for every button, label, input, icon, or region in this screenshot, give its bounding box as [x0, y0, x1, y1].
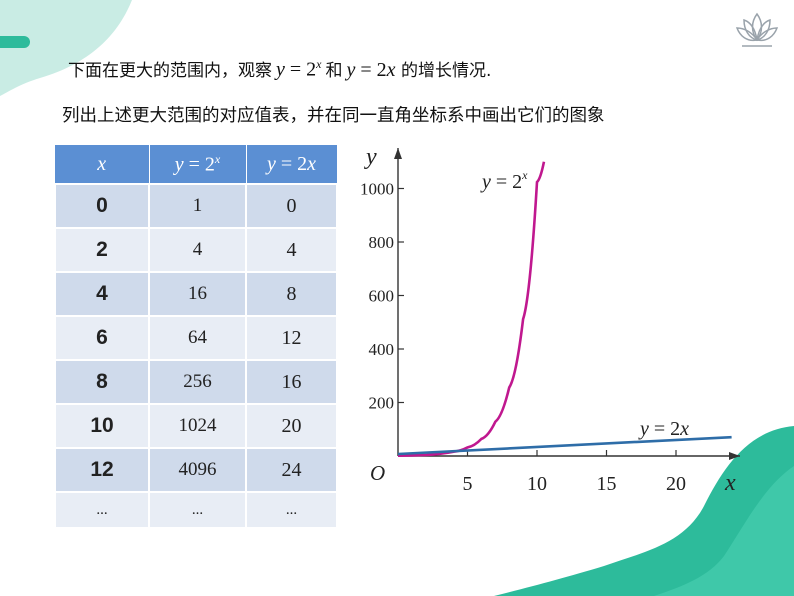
cell-x: 8 [54, 359, 150, 405]
formula-linear: y = 2x [347, 59, 396, 82]
accent-bar [0, 36, 30, 48]
formula-exp: x [316, 57, 322, 72]
x-axis-arrow-icon [729, 452, 740, 460]
formula-eq: = [355, 59, 377, 81]
series-label-linear: y = 2x [638, 418, 689, 440]
instruction-text: 列出上述更大范围的对应值表，并在同一直角坐标系中画出它们的图象 [62, 106, 605, 126]
cell-exponential: 64 [148, 315, 247, 361]
table-row: 8 256 16 [54, 359, 338, 405]
cell-linear: 16 [245, 359, 338, 405]
table-row: 6 64 12 [54, 315, 338, 361]
cell-x: 6 [54, 315, 150, 361]
header-x: x [55, 145, 150, 184]
table-row: 4 16 8 [54, 271, 338, 317]
intro-sentence: 下面在更大的范围内，观察 y = 2x 和 y = 2x 的增长情况. [68, 56, 491, 82]
x-tick-label: 5 [463, 473, 473, 495]
series-label-exponential: y = 2x [480, 168, 528, 193]
y-tick-label: 400 [369, 340, 395, 359]
header-exponential: y = 2x [149, 145, 247, 184]
cell-x: 12 [54, 447, 150, 493]
y-tick-label: 600 [369, 287, 395, 306]
origin-label: O [370, 461, 385, 485]
y-axis-label: y [364, 144, 377, 170]
cell-x: 4 [54, 271, 150, 317]
x-tick-label: 20 [666, 473, 686, 495]
cell-linear: 24 [245, 447, 338, 493]
table-row: 10 1024 20 [54, 403, 338, 449]
y-tick-label: 1000 [360, 180, 394, 199]
y-tick-label: 200 [369, 394, 395, 413]
cell-x: 2 [54, 227, 150, 273]
cell-linear: 20 [245, 403, 338, 449]
cell-linear: 12 [245, 315, 338, 361]
cell-exponential: ... [148, 491, 247, 529]
corner-decoration-bottom [494, 426, 794, 596]
x-tick-label: 15 [597, 473, 617, 495]
cell-exponential: 1024 [148, 403, 247, 449]
table-row: 12 4096 24 [54, 447, 338, 493]
cell-exponential: 256 [148, 359, 247, 405]
y-axis-arrow-icon [394, 148, 402, 159]
cell-exponential: 4096 [148, 447, 247, 493]
growth-chart: y x O 5 10 15 20 200 400 600 800 1000 y = 2x y = 2x [360, 144, 740, 496]
formula-rhs: 2 [376, 59, 387, 81]
series-line-exponential [397, 161, 546, 458]
table-row: ......... [54, 491, 338, 529]
formula-exponential: y = 2x [276, 57, 322, 82]
intro-prefix: 下面在更大的范围内，观察 [68, 61, 272, 81]
cell-linear: 8 [245, 271, 338, 317]
cell-linear: 4 [245, 227, 338, 273]
table-header-row: x y = 2x y = 2x [55, 145, 338, 184]
x-tick-label: 10 [527, 473, 547, 495]
cell-x: ... [54, 491, 150, 529]
cell-exponential: 1 [148, 183, 247, 229]
formula-rhs-var: x [386, 59, 396, 81]
cell-linear: 0 [245, 183, 338, 229]
series-line-linear [397, 435, 732, 456]
cell-exponential: 4 [148, 227, 247, 273]
cell-exponential: 16 [148, 271, 247, 317]
formula-eq: = [284, 59, 307, 81]
cell-linear: ... [245, 491, 338, 529]
lotus-logo-icon [735, 12, 779, 47]
intro-suffix: 的增长情况. [395, 61, 492, 81]
formula-lhs: y [346, 59, 356, 81]
header-linear: y = 2x [246, 145, 338, 184]
cell-x: 0 [54, 183, 150, 229]
cell-x: 10 [54, 403, 150, 449]
formula-base: 2 [306, 59, 317, 81]
intro-conj: 和 [325, 61, 343, 81]
x-axis-label: x [724, 470, 736, 496]
formula-lhs: y [276, 59, 285, 81]
corner-decoration-top [0, 0, 132, 96]
value-table: x y = 2x y = 2x 0 1 0 2 4 4 4 16 8 6 64 12 8 256 16 10 1… [54, 145, 338, 529]
y-tick-label: 800 [369, 233, 395, 252]
